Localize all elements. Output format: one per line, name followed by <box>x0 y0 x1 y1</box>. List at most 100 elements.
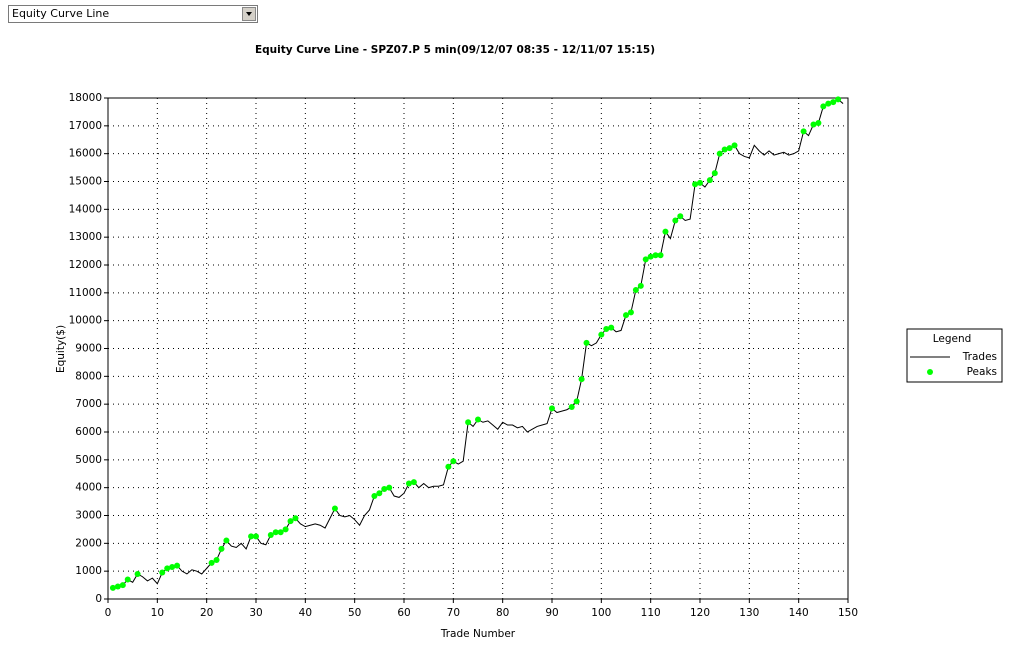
x-tick-label: 10 <box>151 607 164 619</box>
peak-point <box>405 480 412 487</box>
plot-area <box>108 98 848 599</box>
peak-point <box>608 324 615 331</box>
peak-point <box>726 145 733 152</box>
chart-type-dropdown[interactable]: Equity Curve Line <box>8 5 258 23</box>
peak-point <box>549 405 555 412</box>
y-tick-label: 10000 <box>69 315 102 327</box>
peak-point <box>287 518 294 525</box>
peak-point <box>253 533 259 540</box>
peak-point <box>731 142 738 149</box>
x-tick-label: 30 <box>249 607 262 619</box>
peak-point <box>371 493 378 500</box>
x-tick-label: 120 <box>690 607 710 619</box>
y-tick-label: 17000 <box>69 120 102 132</box>
peak-point <box>716 150 723 157</box>
x-axis-label: Trade Number <box>440 628 516 640</box>
peak-point <box>213 557 220 564</box>
peak-point <box>647 253 654 260</box>
y-tick-label: 3000 <box>75 510 102 522</box>
peak-point <box>711 170 718 177</box>
peak-point <box>692 181 699 188</box>
peak-point <box>475 416 481 423</box>
x-tick-label: 100 <box>591 607 611 619</box>
peak-point <box>810 121 817 128</box>
peak-point <box>637 282 644 289</box>
dropdown-button[interactable] <box>242 7 256 21</box>
peak-point <box>159 569 166 576</box>
peak-point <box>445 463 452 470</box>
peak-point <box>124 576 131 583</box>
peak-point <box>652 252 659 259</box>
peak-point <box>119 582 126 589</box>
peak-point <box>376 490 383 497</box>
peak-point <box>169 563 176 570</box>
peak-point <box>697 179 703 186</box>
peak-point <box>598 331 605 338</box>
x-tick-label: 70 <box>447 607 460 619</box>
y-axis-label: Equity($) <box>55 325 67 373</box>
trades-line <box>112 98 844 589</box>
legend-label: Peaks <box>967 366 997 378</box>
x-tick-label: 40 <box>299 607 312 619</box>
legend-marker <box>927 369 933 375</box>
peak-point <box>706 177 713 184</box>
y-tick-label: 9000 <box>75 343 102 355</box>
peak-point <box>583 339 590 346</box>
x-tick-label: 130 <box>739 607 759 619</box>
peak-point <box>677 213 684 220</box>
peak-point <box>815 120 822 127</box>
y-tick-label: 5000 <box>75 454 102 466</box>
peak-point <box>282 526 289 533</box>
peak-point <box>114 583 121 590</box>
peak-point <box>331 505 338 512</box>
x-tick-label: 110 <box>641 607 661 619</box>
peak-point <box>835 96 842 103</box>
legend-box <box>906 328 1003 383</box>
peak-point <box>825 100 832 107</box>
chart-title: Equity Curve Line - SPZ07.P 5 min(09/12/… <box>255 44 655 56</box>
x-tick-label: 50 <box>348 607 361 619</box>
peak-point <box>223 537 230 544</box>
y-tick-label: 4000 <box>75 482 102 494</box>
peak-point <box>164 565 171 572</box>
peak-point <box>218 545 225 552</box>
peak-point <box>573 398 580 405</box>
y-tick-label: 7000 <box>75 398 102 410</box>
dropdown-text: Equity Curve Line <box>12 7 110 20</box>
x-tick-label: 90 <box>545 607 558 619</box>
peak-point <box>292 515 299 522</box>
peak-point <box>386 484 393 491</box>
x-tick-label: 20 <box>200 607 213 619</box>
peak-point <box>568 403 575 410</box>
peak-point <box>272 529 279 536</box>
x-tick-label: 150 <box>838 607 858 619</box>
legend-title: Legend <box>933 333 972 345</box>
x-tick-label: 140 <box>789 607 809 619</box>
peak-point <box>623 312 629 319</box>
peak-point <box>208 559 215 566</box>
peak-point <box>134 570 141 577</box>
y-tick-label: 16000 <box>69 148 102 160</box>
x-tick-label: 80 <box>496 607 509 619</box>
y-tick-label: 8000 <box>75 370 102 382</box>
peak-point <box>642 256 649 263</box>
y-tick-label: 11000 <box>69 287 102 299</box>
y-tick-label: 6000 <box>75 426 102 438</box>
peak-point <box>830 99 837 106</box>
peak-point <box>109 584 116 591</box>
peak-point <box>820 103 827 110</box>
peak-point <box>381 486 388 493</box>
y-tick-label: 15000 <box>69 176 102 188</box>
peak-point <box>248 533 255 540</box>
y-tick-label: 18000 <box>69 92 102 104</box>
peak-point <box>410 479 417 486</box>
peak-point <box>450 458 457 465</box>
peak-point <box>578 376 585 383</box>
peak-point <box>277 529 284 536</box>
peak-point <box>267 531 274 538</box>
peak-point <box>174 562 181 569</box>
peak-point <box>627 309 634 316</box>
legend-label: Trades <box>962 351 997 363</box>
